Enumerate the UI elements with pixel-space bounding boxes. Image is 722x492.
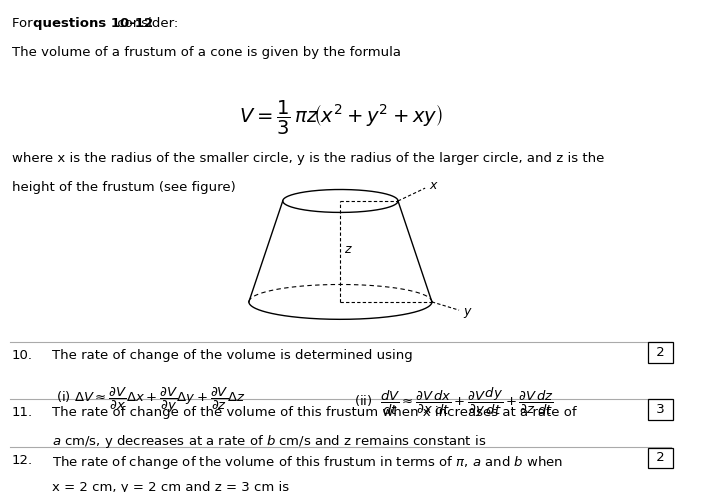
Text: height of the frustum (see figure): height of the frustum (see figure): [12, 181, 235, 194]
Text: questions 10-12: questions 10-12: [33, 17, 153, 31]
Text: where x is the radius of the smaller circle, y is the radius of the larger circl: where x is the radius of the smaller cir…: [12, 152, 604, 165]
Text: (ii)  $\dfrac{dV}{dt} \approx \dfrac{\partial V}{\partial x}\dfrac{dx}{dt} + \df: (ii) $\dfrac{dV}{dt} \approx \dfrac{\par…: [354, 386, 554, 420]
Text: The volume of a frustum of a cone is given by the formula: The volume of a frustum of a cone is giv…: [12, 46, 401, 60]
Text: The rate of change of the volume of this frustum in terms of $\pi$, $a$ and $b$ : The rate of change of the volume of this…: [52, 454, 563, 471]
Text: 2: 2: [651, 452, 669, 464]
Text: 10.: 10.: [12, 349, 32, 362]
Text: z: z: [344, 243, 351, 256]
Text: 3: 3: [651, 403, 669, 416]
Text: The rate of change of the volume is determined using: The rate of change of the volume is dete…: [52, 349, 413, 362]
Text: consider:: consider:: [113, 17, 178, 31]
Text: The rate of change of the volume of this frustum when x increases at a rate of: The rate of change of the volume of this…: [52, 405, 577, 419]
Text: 12.: 12.: [12, 454, 32, 467]
Text: 2: 2: [651, 346, 669, 359]
Text: $a$ cm/s, y decreases at a rate of $b$ cm/s and z remains constant is: $a$ cm/s, y decreases at a rate of $b$ c…: [52, 433, 487, 450]
Text: (i) $\Delta V \approx \dfrac{\partial V}{\partial x}\Delta x + \dfrac{\partial V: (i) $\Delta V \approx \dfrac{\partial V}…: [56, 386, 245, 415]
Text: y: y: [463, 306, 471, 318]
Text: x: x: [429, 179, 437, 192]
Text: 11.: 11.: [12, 405, 32, 419]
Text: For: For: [12, 17, 36, 31]
Text: x = 2 cm, y = 2 cm and z = 3 cm is: x = 2 cm, y = 2 cm and z = 3 cm is: [52, 481, 290, 492]
Text: $V = \dfrac{1}{3}\,\pi z\!\left(x^2 + y^2 + xy\right)$: $V = \dfrac{1}{3}\,\pi z\!\left(x^2 + y^…: [238, 99, 443, 137]
